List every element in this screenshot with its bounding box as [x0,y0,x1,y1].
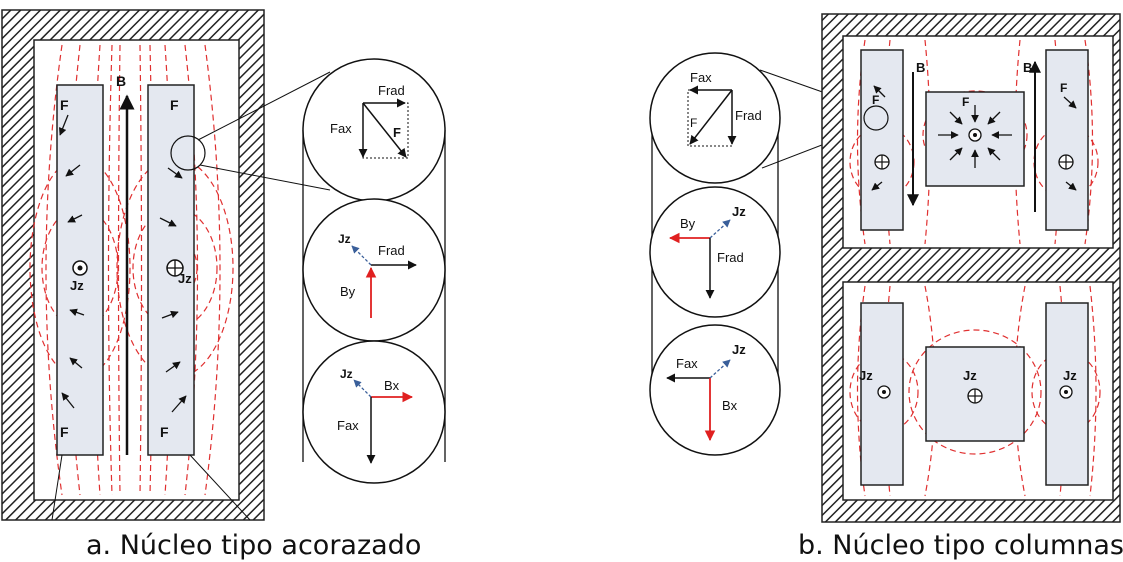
label-f-b3: F [962,95,969,109]
label-by-a: By [340,284,356,299]
label-by-b: By [680,216,696,231]
label-frad-a1: Frad [378,83,405,98]
force-arrows-right-a [159,167,187,413]
label-jz-detail-a2: Jz [340,367,353,381]
label-f-detail: F [393,125,401,140]
label-fax-a2: Fax [337,418,359,433]
panel-a-shell-core: B F F F F Jz Jz [1,9,331,521]
caption-a: a. Núcleo tipo acorazado [86,530,422,561]
label-f-a2: F [60,424,69,440]
label-jz-b3: Jz [859,368,873,383]
label-b-b2: B [1023,60,1032,75]
detail-circle-a2 [302,198,446,342]
label-jz-b5: Jz [1063,368,1077,383]
coil-right-b-top [1045,49,1089,231]
label-f-a1: F [60,97,69,113]
label-jz-detail-a1: Jz [338,232,351,246]
label-f-b1: F [872,93,879,107]
force-arrows-left-a [58,114,85,409]
label-f-b2: F [1060,81,1067,95]
label-jz-a2: Jz [178,271,192,286]
caption-b: b. Núcleo tipo columnas [798,530,1123,561]
panel-b-column-core: B B F F F [821,13,1121,523]
label-jz-b2: Jz [732,342,746,357]
label-fax-a1: Fax [330,121,352,136]
label-jz-a1: Jz [70,278,84,293]
label-fax-b2: Fax [676,356,698,371]
coil-left-b-top [860,49,904,231]
detail-circle-b2 [649,186,781,318]
label-fax-b1: Fax [690,70,712,85]
label-b-a: B [116,73,126,89]
label-bx-a: Bx [384,378,400,393]
label-bx-b: Bx [722,398,738,413]
label-frad-a2: Frad [378,243,405,258]
detail-circle-a1 [302,58,446,202]
zoom-circle-b [863,105,889,131]
zoom-circle-a [170,135,206,171]
label-f-a4: F [160,424,169,440]
label-f-a3: F [170,97,179,113]
label-frad-b2: Frad [717,250,744,265]
label-jz-b4: Jz [963,368,977,383]
detail-column-a: Frad Fax F Jz Frad By Jz Bx Fax [302,58,446,484]
label-jz-b1: Jz [732,204,746,219]
detail-circle-a3 [302,340,446,484]
label-f-b-detail: F [690,116,697,130]
label-b-b1: B [916,60,925,75]
detail-circle-b1 [649,52,781,184]
detail-circle-b3 [649,324,781,456]
detail-column-b: Fax Frad F Jz By Frad Jz Fax Bx [649,52,867,456]
force-arrows-b-top [871,85,1077,191]
label-frad-b1: Frad [735,108,762,123]
